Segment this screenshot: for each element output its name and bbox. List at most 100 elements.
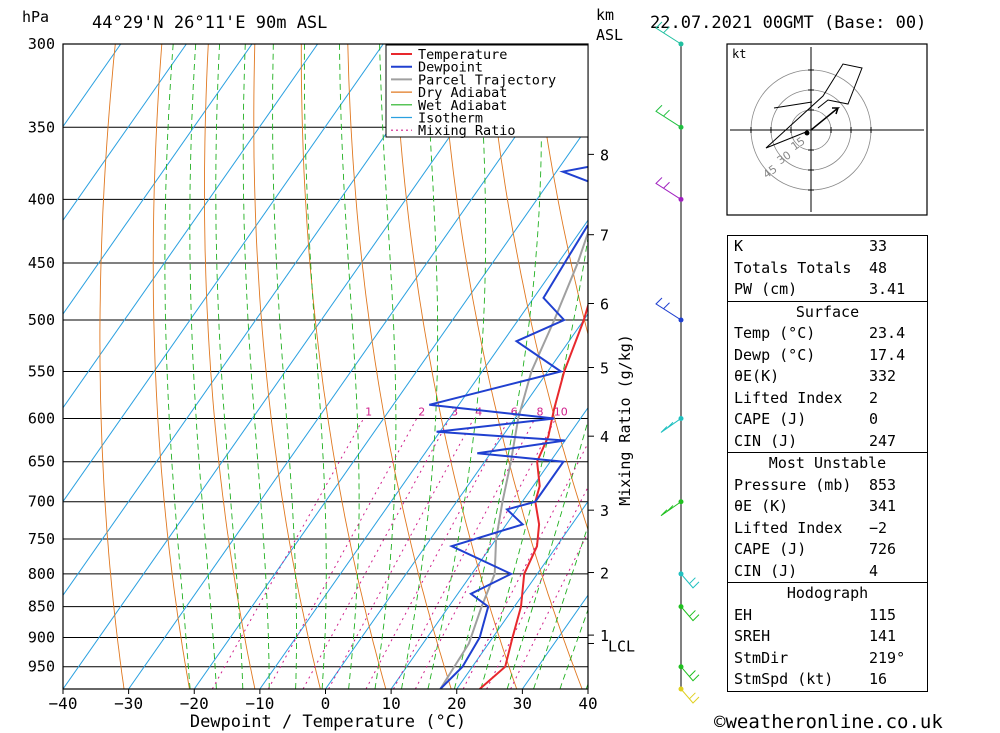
mixing-ratio-line [414,418,557,689]
wet-adiabat-line [559,608,588,689]
mixing-ratio-axis-label: Mixing Ratio (g/kg) [616,334,634,506]
wet-adiabat-line [164,44,191,689]
hodograph-header: Hodograph [728,582,927,605]
datetime-label: 22.07.2021 00GMT (Base: 00) [650,13,926,33]
x-axis-label: Dewpoint / Temperature (°C) [190,712,466,732]
pressure-tick-label: 450 [28,254,55,272]
wet-adiabat-line [427,44,487,689]
parcel-trajectory-line [439,229,588,689]
dry-adiabat-line [99,44,125,689]
plot-frame [62,43,589,690]
x-tick-label: −20 [180,694,209,713]
dry-adiabat-line [486,44,588,532]
lcl-label: LCL [608,637,635,655]
wind-barb [655,297,682,321]
hodograph-row: StmSpd (kt) 16 [734,670,888,688]
most-unstable-row: CAPE (J) 726 [734,540,897,558]
grid-lines: 1 2 3 4 6 8 10 16 20 25 [63,44,1000,689]
wind-barb [680,666,700,682]
hodograph-row: SREH 141 [734,627,897,645]
dry-adiabat-line [300,44,387,689]
x-tick-label: 20 [447,694,466,713]
wind-barb [655,21,682,45]
wind-barb [655,104,682,128]
height-tick-label: 6 [600,296,609,314]
pressure-tick-label: 350 [28,118,55,136]
dry-adiabat-line [204,44,256,689]
surface-header: Surface [728,300,927,324]
dry-adiabat-line [347,44,452,689]
isotherm-line [128,44,581,689]
dry-adiabat-line [393,44,518,689]
height-tick-label: 5 [600,360,609,378]
wind-barb [660,418,682,433]
pressure-tick-label: 400 [28,190,55,208]
x-tick-label: 0 [321,694,331,713]
most-unstable-row: Lifted Index −2 [734,518,888,537]
isotherm-line [259,219,588,689]
legend-label: Temperature [418,47,507,63]
mixing-ratio-line [302,418,451,689]
legend-label: Isotherm [418,111,483,127]
legend-label: Dry Adiabat [418,85,507,101]
mixing-ratio-line [211,418,365,689]
wet-adiabat-line [272,44,297,689]
most-unstable-row: CIN (J) 4 [734,561,879,580]
wet-adiabat-line [215,44,244,689]
isotherm-line [63,44,515,689]
surface-row: Dewp (°C) 17.4 [734,345,906,364]
pressure-tick-label: 700 [28,493,55,511]
isotherm-line [63,44,450,597]
wet-adiabat-line [533,524,588,689]
hodograph-trace [773,101,813,109]
isotherm-line [63,44,319,409]
x-tick-label: 30 [513,694,532,713]
height-tick-label: 2 [600,565,609,583]
surface-row: CAPE (J) 0 [734,410,879,428]
mixing-ratio-label: 25 [643,405,657,418]
x-tick-label: −40 [49,694,78,713]
height-unit-label-2: ASL [596,26,623,44]
mixing-ratio-label: 1 [365,405,372,418]
dewpoint-line [429,165,588,689]
dry-adiabat-line [952,44,1000,689]
mixing-ratio-label: 16 [599,405,613,418]
isotherm-line [63,44,187,222]
most-unstable-row: θE (K) 341 [734,497,897,515]
mixing-ratio-label: 8 [537,405,544,418]
mixing-ratio-label: 2 [418,405,425,418]
wet-adiabat-line [480,234,588,689]
dry-adiabat-line [440,44,583,689]
mixing-ratio-label: 10 [554,405,568,418]
mixing-ratio-line [365,418,510,689]
wet-adiabat-line [339,44,360,689]
wind-barb [680,573,700,589]
isotherm-line [325,313,588,689]
height-tick-label: 8 [600,146,609,164]
profiles [429,165,588,689]
indices-row-totals: Totals Totals 48 [734,258,888,277]
dry-adiabat-line [533,44,588,337]
wet-adiabat-line [401,44,439,689]
mixing-ratio-line [510,531,588,689]
x-tick-label: −10 [245,694,274,713]
hodograph-row: StmDir 219° [734,648,906,667]
x-tick-label: 40 [578,694,597,713]
surface-row: Temp (°C) 23.4 [734,324,906,342]
indices-row-k: K 33 [734,237,888,255]
legend-label: Dewpoint [418,60,483,76]
pressure-unit-label: hPa [22,8,49,26]
pressure-tick-label: 850 [28,598,55,616]
mixing-ratio-line [393,418,536,689]
location-title: 44°29'N 26°11'E 90m ASL [92,13,327,33]
wind-barb [660,501,682,517]
wet-adiabat-line [453,44,542,689]
storm-motion-arrow [810,107,841,131]
height-unit-label: km [596,6,614,24]
pressure-tick-label: 300 [28,35,55,53]
wind-barb [655,177,682,200]
pressure-tick-label: 650 [28,453,55,471]
mixing-ratio-line [486,485,588,689]
